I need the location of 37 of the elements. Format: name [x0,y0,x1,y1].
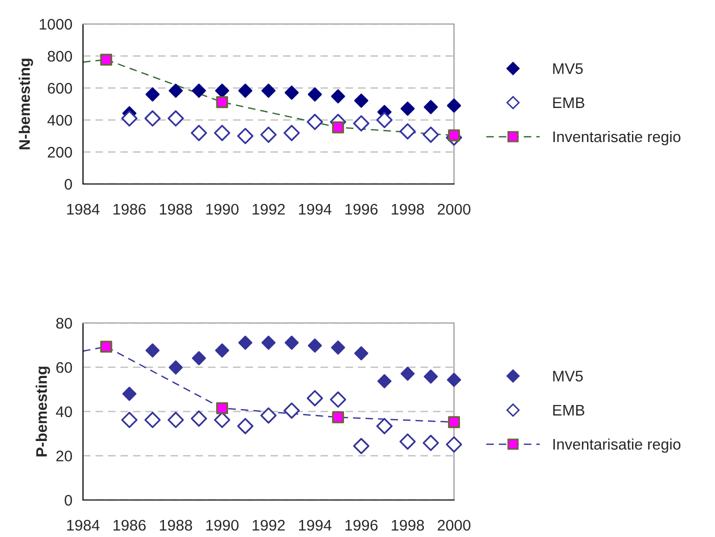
x-tick-label: 1984 [67,520,100,531]
x-tick-label: 1986 [114,520,146,531]
legend-label: Inventarisatie regio [553,438,680,453]
x-tick-label: 1996 [345,520,378,531]
x-tick-label: 1998 [392,204,424,215]
legend-label: EMB [553,404,584,416]
x-tick-label: 2000 [438,204,470,215]
x-tick-label: 1992 [252,520,285,531]
y-tick-label: 40 [56,406,72,418]
y-tick-label: 0 [64,178,72,190]
legend-label: Inventarisatie regio [553,130,680,146]
x-tick-label: 1988 [160,204,192,215]
x-tick-label: 1990 [206,204,239,215]
y-axis-title: P-bemesting [36,366,50,456]
x-tick-label: 1992 [252,204,285,215]
y-axis-title: N-bemesting [18,58,34,150]
y-tick-label: 600 [48,82,72,94]
x-tick-label: 1994 [299,204,332,215]
x-tick-label: 1994 [299,520,332,531]
legend-label: EMB [553,97,584,108]
y-tick-label: 20 [56,450,72,462]
y-tick-label: 200 [48,146,72,158]
x-tick-label: 1988 [160,520,192,531]
y-tick-label: 60 [56,362,72,373]
x-tick-label: 2000 [438,520,470,531]
y-tick-label: 0 [64,494,72,506]
x-tick-label: 1984 [67,204,100,215]
y-tick-label: 1000 [40,18,72,30]
x-tick-label: 1990 [206,520,239,531]
legend-label: MV5 [553,370,583,382]
y-tick-label: 80 [56,318,72,329]
y-tick-label: 400 [47,114,72,126]
y-tick-label: 800 [48,50,72,62]
x-tick-label: 1986 [114,204,146,215]
x-tick-label: 1998 [392,520,424,531]
legend-label: MV5 [553,63,583,74]
x-tick-label: 1996 [345,204,378,215]
